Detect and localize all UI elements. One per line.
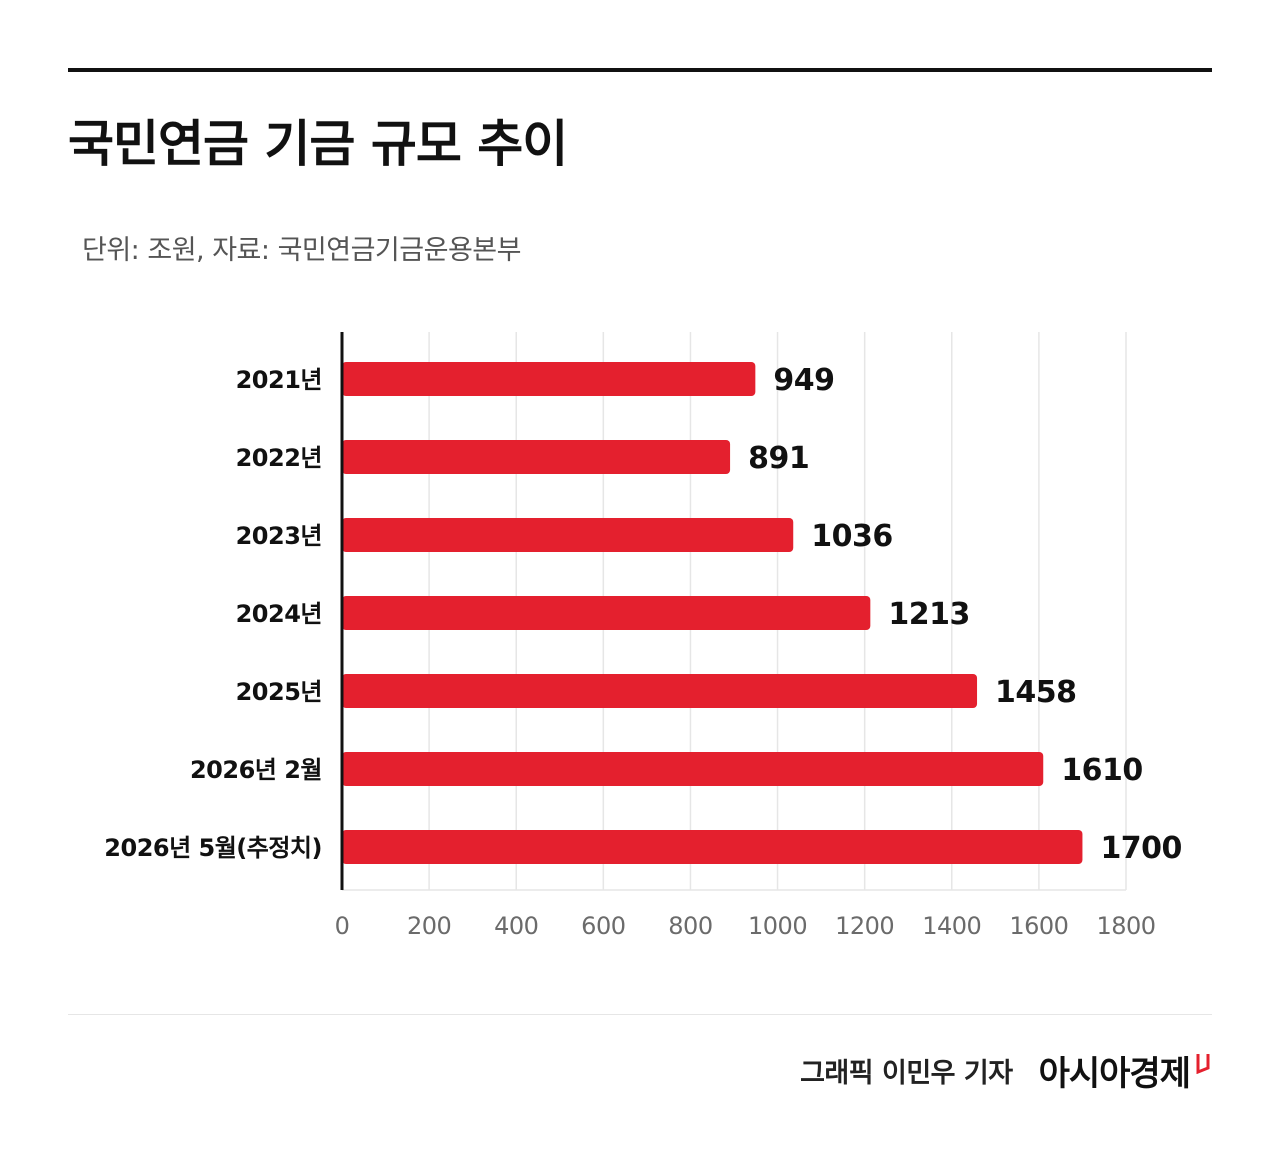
bar — [342, 830, 1083, 864]
data-label: 1036 — [811, 519, 893, 554]
bar — [342, 596, 871, 630]
bar-chart: 2021년 949 2022년 891 2023년 1036 2024년 1213 2025년 1… — [104, 332, 1182, 940]
data-label: 949 — [773, 363, 834, 398]
category-label: 2026년 2월 — [190, 756, 322, 784]
x-tick-label: 1200 — [835, 912, 894, 940]
x-tick-label: 0 — [335, 912, 350, 940]
brand-logo: 아시아경제 — [1038, 1054, 1191, 1094]
bar — [342, 518, 794, 552]
brand-mark-icon — [1196, 1053, 1210, 1074]
x-tick-label: 600 — [581, 912, 625, 940]
data-label: 1610 — [1061, 753, 1143, 788]
top-rule — [68, 68, 1212, 72]
chart-subtitle: 단위: 조원, 자료: 국민연금기금운용본부 — [82, 235, 521, 266]
bottom-rule — [68, 1014, 1212, 1015]
category-label: 2025년 — [236, 678, 322, 706]
category-label: 2023년 — [236, 522, 322, 550]
category-label: 2024년 — [236, 600, 322, 628]
bar — [342, 752, 1044, 786]
graphic-credit: 그래픽 이민우 기자 — [800, 1058, 1013, 1089]
footer: 그래픽 이민우 기자 아시아경제 — [800, 1046, 1212, 1095]
x-tick-label: 1000 — [748, 912, 807, 940]
data-label: 1700 — [1100, 831, 1182, 866]
category-label: 2022년 — [236, 444, 322, 472]
x-tick-label: 400 — [494, 912, 538, 940]
bar — [342, 362, 756, 396]
chart-title: 국민연금 기금 규모 추이 — [68, 115, 568, 173]
x-tick-label: 1400 — [922, 912, 981, 940]
category-label: 2026년 5월(추정치) — [104, 834, 322, 862]
bar — [342, 674, 978, 708]
x-tick-label: 1600 — [1009, 912, 1068, 940]
data-label: 1213 — [888, 597, 970, 632]
x-tick-label: 800 — [668, 912, 712, 940]
x-tick-label: 1800 — [1096, 912, 1155, 940]
category-label: 2021년 — [236, 366, 322, 394]
bar — [342, 440, 731, 474]
x-tick-label: 200 — [407, 912, 451, 940]
data-label: 891 — [748, 441, 809, 476]
data-label: 1458 — [995, 675, 1077, 710]
